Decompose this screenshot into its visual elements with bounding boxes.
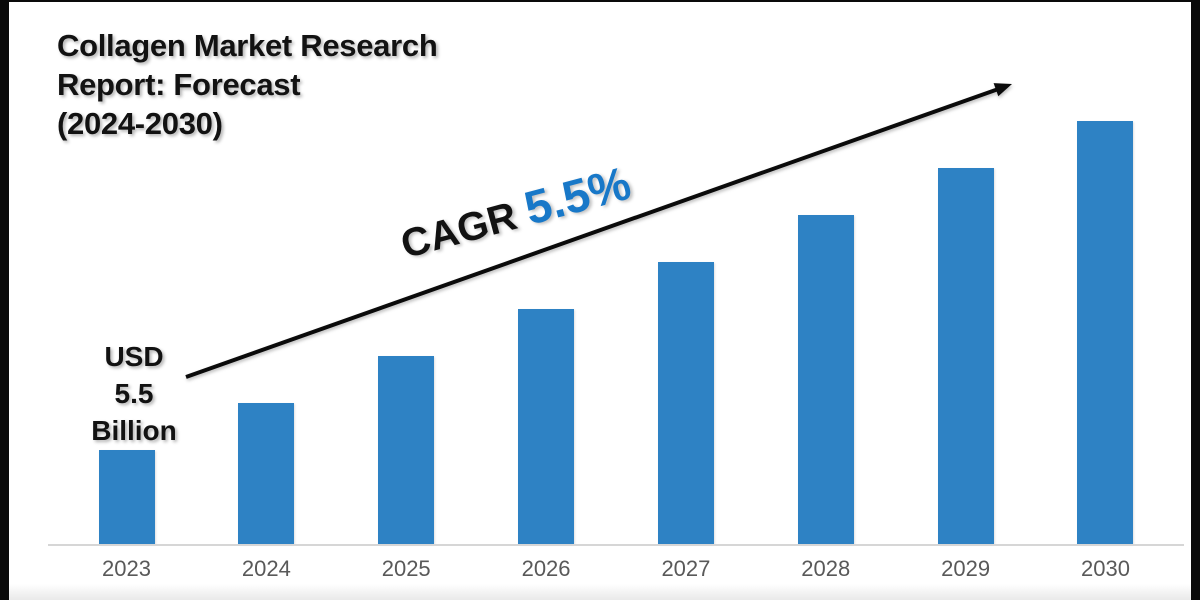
bar-2028 [797,214,854,544]
cagr-annotation: CAGR 5.5% [395,155,636,268]
title-line-3: (2024-2030) [57,106,223,141]
bottom-shadow [9,584,1191,600]
tick-2024: 2024 [241,556,291,581]
bar-2024 [238,402,295,544]
bar-2030 [1077,120,1134,544]
page-title: Collagen Market Research Report: Forecas… [57,26,438,143]
usd-line-3: Billion [91,415,177,446]
trend-arrow-head-icon [993,83,1012,97]
bar-2026 [518,308,575,544]
tick-2029: 2029 [941,556,991,581]
tick-2030: 2030 [1081,556,1130,581]
bar-2029 [937,167,994,544]
title-line-1: Collagen Market Research [57,28,438,63]
bar-2027 [657,261,714,544]
bar-2023 [98,449,155,544]
usd-value-annotation: USD 5.5 Billion [86,338,182,449]
usd-line-1: USD [104,341,164,372]
top-border [0,0,1200,2]
cagr-value-text: 5.5% [518,155,636,235]
left-border [0,0,9,600]
tick-2027: 2027 [661,556,711,581]
x-axis-line [48,544,1184,546]
title-line-2: Report: Forecast [57,67,301,102]
right-border [1191,0,1200,600]
cagr-prefix-text: CAGR [396,191,533,268]
tick-2026: 2026 [521,556,571,581]
tick-2023: 2023 [102,556,151,581]
usd-line-2: 5.5 [114,378,154,409]
tick-2025: 2025 [381,556,431,581]
bar-2025 [378,355,435,544]
tick-2028: 2028 [801,556,851,581]
